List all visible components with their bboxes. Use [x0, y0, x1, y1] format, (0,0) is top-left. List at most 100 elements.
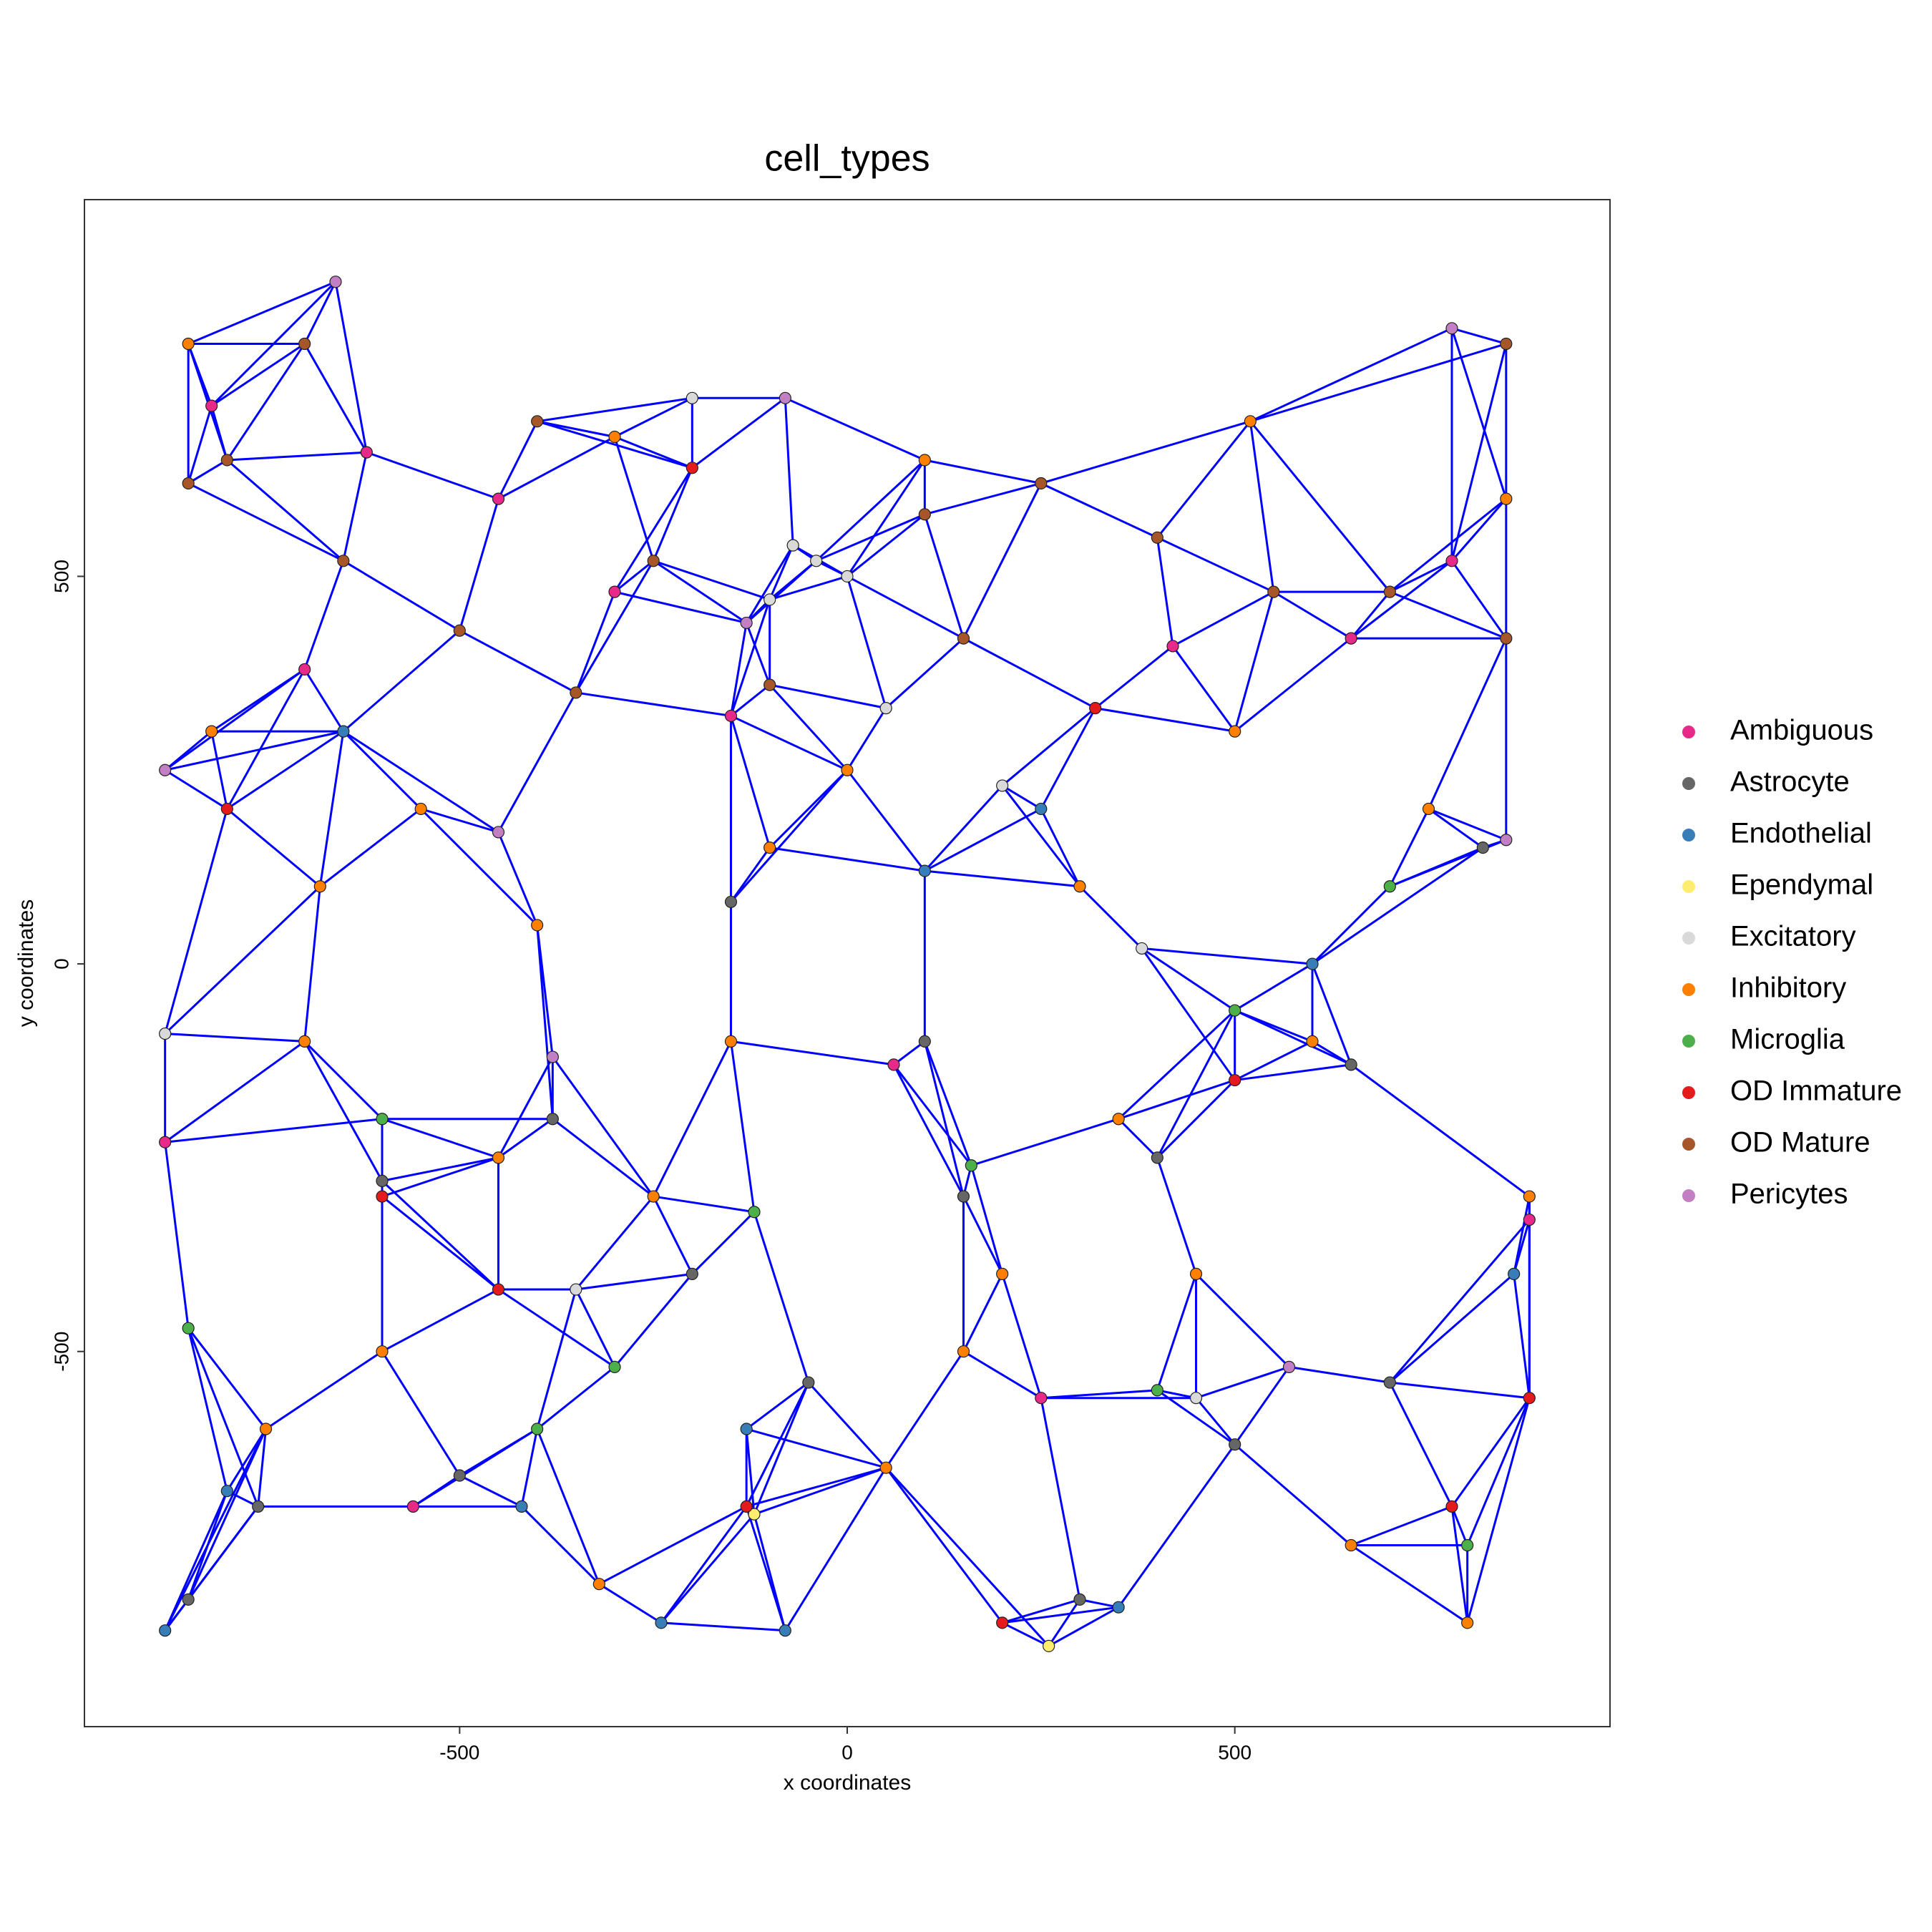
- network-edge: [652, 467, 693, 562]
- cell-point: [1112, 1601, 1125, 1614]
- network-edge: [769, 575, 848, 601]
- network-edge: [660, 1621, 786, 1632]
- network-edge: [497, 1056, 554, 1158]
- network-edge: [846, 576, 887, 709]
- network-edge: [1389, 560, 1453, 593]
- cell-point: [996, 1616, 1009, 1629]
- network-edge: [1079, 1598, 1119, 1609]
- network-edge: [745, 545, 794, 624]
- cell-point: [1500, 492, 1513, 505]
- network-edge: [226, 730, 344, 810]
- cell-point: [608, 430, 621, 444]
- network-edge: [730, 716, 771, 849]
- network-edge: [1389, 497, 1507, 593]
- cell-point: [1043, 1639, 1055, 1652]
- cell-point: [376, 1345, 389, 1358]
- network-edge: [784, 398, 794, 546]
- network-edge: [923, 1041, 965, 1197]
- cell-point: [1189, 1392, 1203, 1405]
- legend-swatch: [1682, 726, 1695, 738]
- network-edge: [924, 784, 1003, 872]
- network-edge: [536, 924, 554, 1119]
- network-edge: [613, 436, 655, 562]
- network-edge: [970, 1165, 1004, 1274]
- network-edge: [164, 1491, 228, 1631]
- cell-point: [298, 1035, 311, 1048]
- network-edge: [1513, 1196, 1531, 1274]
- cell-point: [337, 725, 350, 738]
- legend-label: Pericytes: [1730, 1179, 1848, 1210]
- network-edge: [537, 420, 693, 469]
- network-edge: [575, 1289, 616, 1368]
- network-edge: [614, 436, 693, 469]
- network-edge: [381, 1350, 461, 1476]
- cell-point: [841, 570, 854, 583]
- x-tick-label: 0: [841, 1741, 853, 1763]
- network-edge: [1350, 1063, 1531, 1198]
- network-edge: [1040, 707, 1096, 810]
- cell-point: [159, 1136, 172, 1148]
- network-edge: [613, 1273, 693, 1368]
- cell-point: [220, 454, 233, 467]
- x-tick-label: 500: [1218, 1741, 1252, 1763]
- network-edge: [769, 769, 849, 849]
- x-tick-label: -500: [439, 1741, 479, 1763]
- network-edge: [1428, 638, 1508, 810]
- cell-point: [724, 1035, 738, 1048]
- network-edge: [165, 1033, 305, 1043]
- network-edge: [303, 560, 345, 670]
- cell-point: [779, 1624, 791, 1637]
- network-edge: [187, 1327, 267, 1430]
- network-edge: [318, 731, 345, 887]
- network-edge: [652, 1040, 732, 1197]
- cell-point: [414, 802, 427, 816]
- cell-point: [298, 663, 311, 676]
- cell-point: [406, 1500, 419, 1513]
- cell-point: [453, 1469, 466, 1482]
- cell-point: [1445, 555, 1458, 567]
- network-edge: [1040, 1397, 1081, 1600]
- network-edge: [164, 809, 228, 1034]
- network-edge: [1450, 1397, 1531, 1508]
- network-edge: [187, 1327, 260, 1507]
- network-edge: [1466, 1397, 1531, 1546]
- network-edge: [1450, 343, 1508, 562]
- legend-label: Ambiguous: [1730, 715, 1873, 746]
- network-edge: [1428, 808, 1507, 841]
- network-edge: [1171, 645, 1236, 732]
- cell-point: [740, 1500, 753, 1513]
- cell-point: [1035, 477, 1048, 490]
- network-edge: [257, 1428, 267, 1507]
- network-edge: [226, 1428, 267, 1492]
- network-edge: [1118, 1009, 1236, 1120]
- legend-swatch: [1682, 1189, 1695, 1202]
- network-edge: [164, 668, 306, 771]
- cell-point: [1035, 1392, 1048, 1405]
- network-edge: [303, 1040, 384, 1120]
- legend-label: Astrocyte: [1730, 766, 1850, 798]
- network-edge: [924, 808, 1042, 872]
- chart-title: cell_types: [764, 138, 930, 180]
- network-edge: [730, 1041, 756, 1212]
- legend-label: OD Immature: [1730, 1075, 1902, 1107]
- cell-point: [1461, 1616, 1474, 1629]
- network-edge: [187, 482, 344, 562]
- network-edge: [745, 1428, 756, 1515]
- network-edge: [730, 599, 771, 716]
- cell-point: [965, 1159, 977, 1172]
- network-edge: [575, 591, 616, 693]
- network-edge: [1389, 1219, 1531, 1384]
- network-edge: [342, 731, 422, 810]
- network-edge: [1141, 947, 1313, 965]
- network-edge: [303, 1040, 384, 1182]
- network-edge: [1234, 1443, 1352, 1546]
- cell-point: [492, 826, 505, 839]
- network-edge: [614, 396, 693, 438]
- network-edge: [497, 1288, 615, 1368]
- cell-point: [918, 1035, 931, 1048]
- network-edge: [1157, 1389, 1196, 1400]
- network-edge: [1234, 962, 1313, 1012]
- network-edge: [1234, 637, 1352, 733]
- network-edge: [653, 1195, 755, 1214]
- cell-point: [205, 399, 218, 412]
